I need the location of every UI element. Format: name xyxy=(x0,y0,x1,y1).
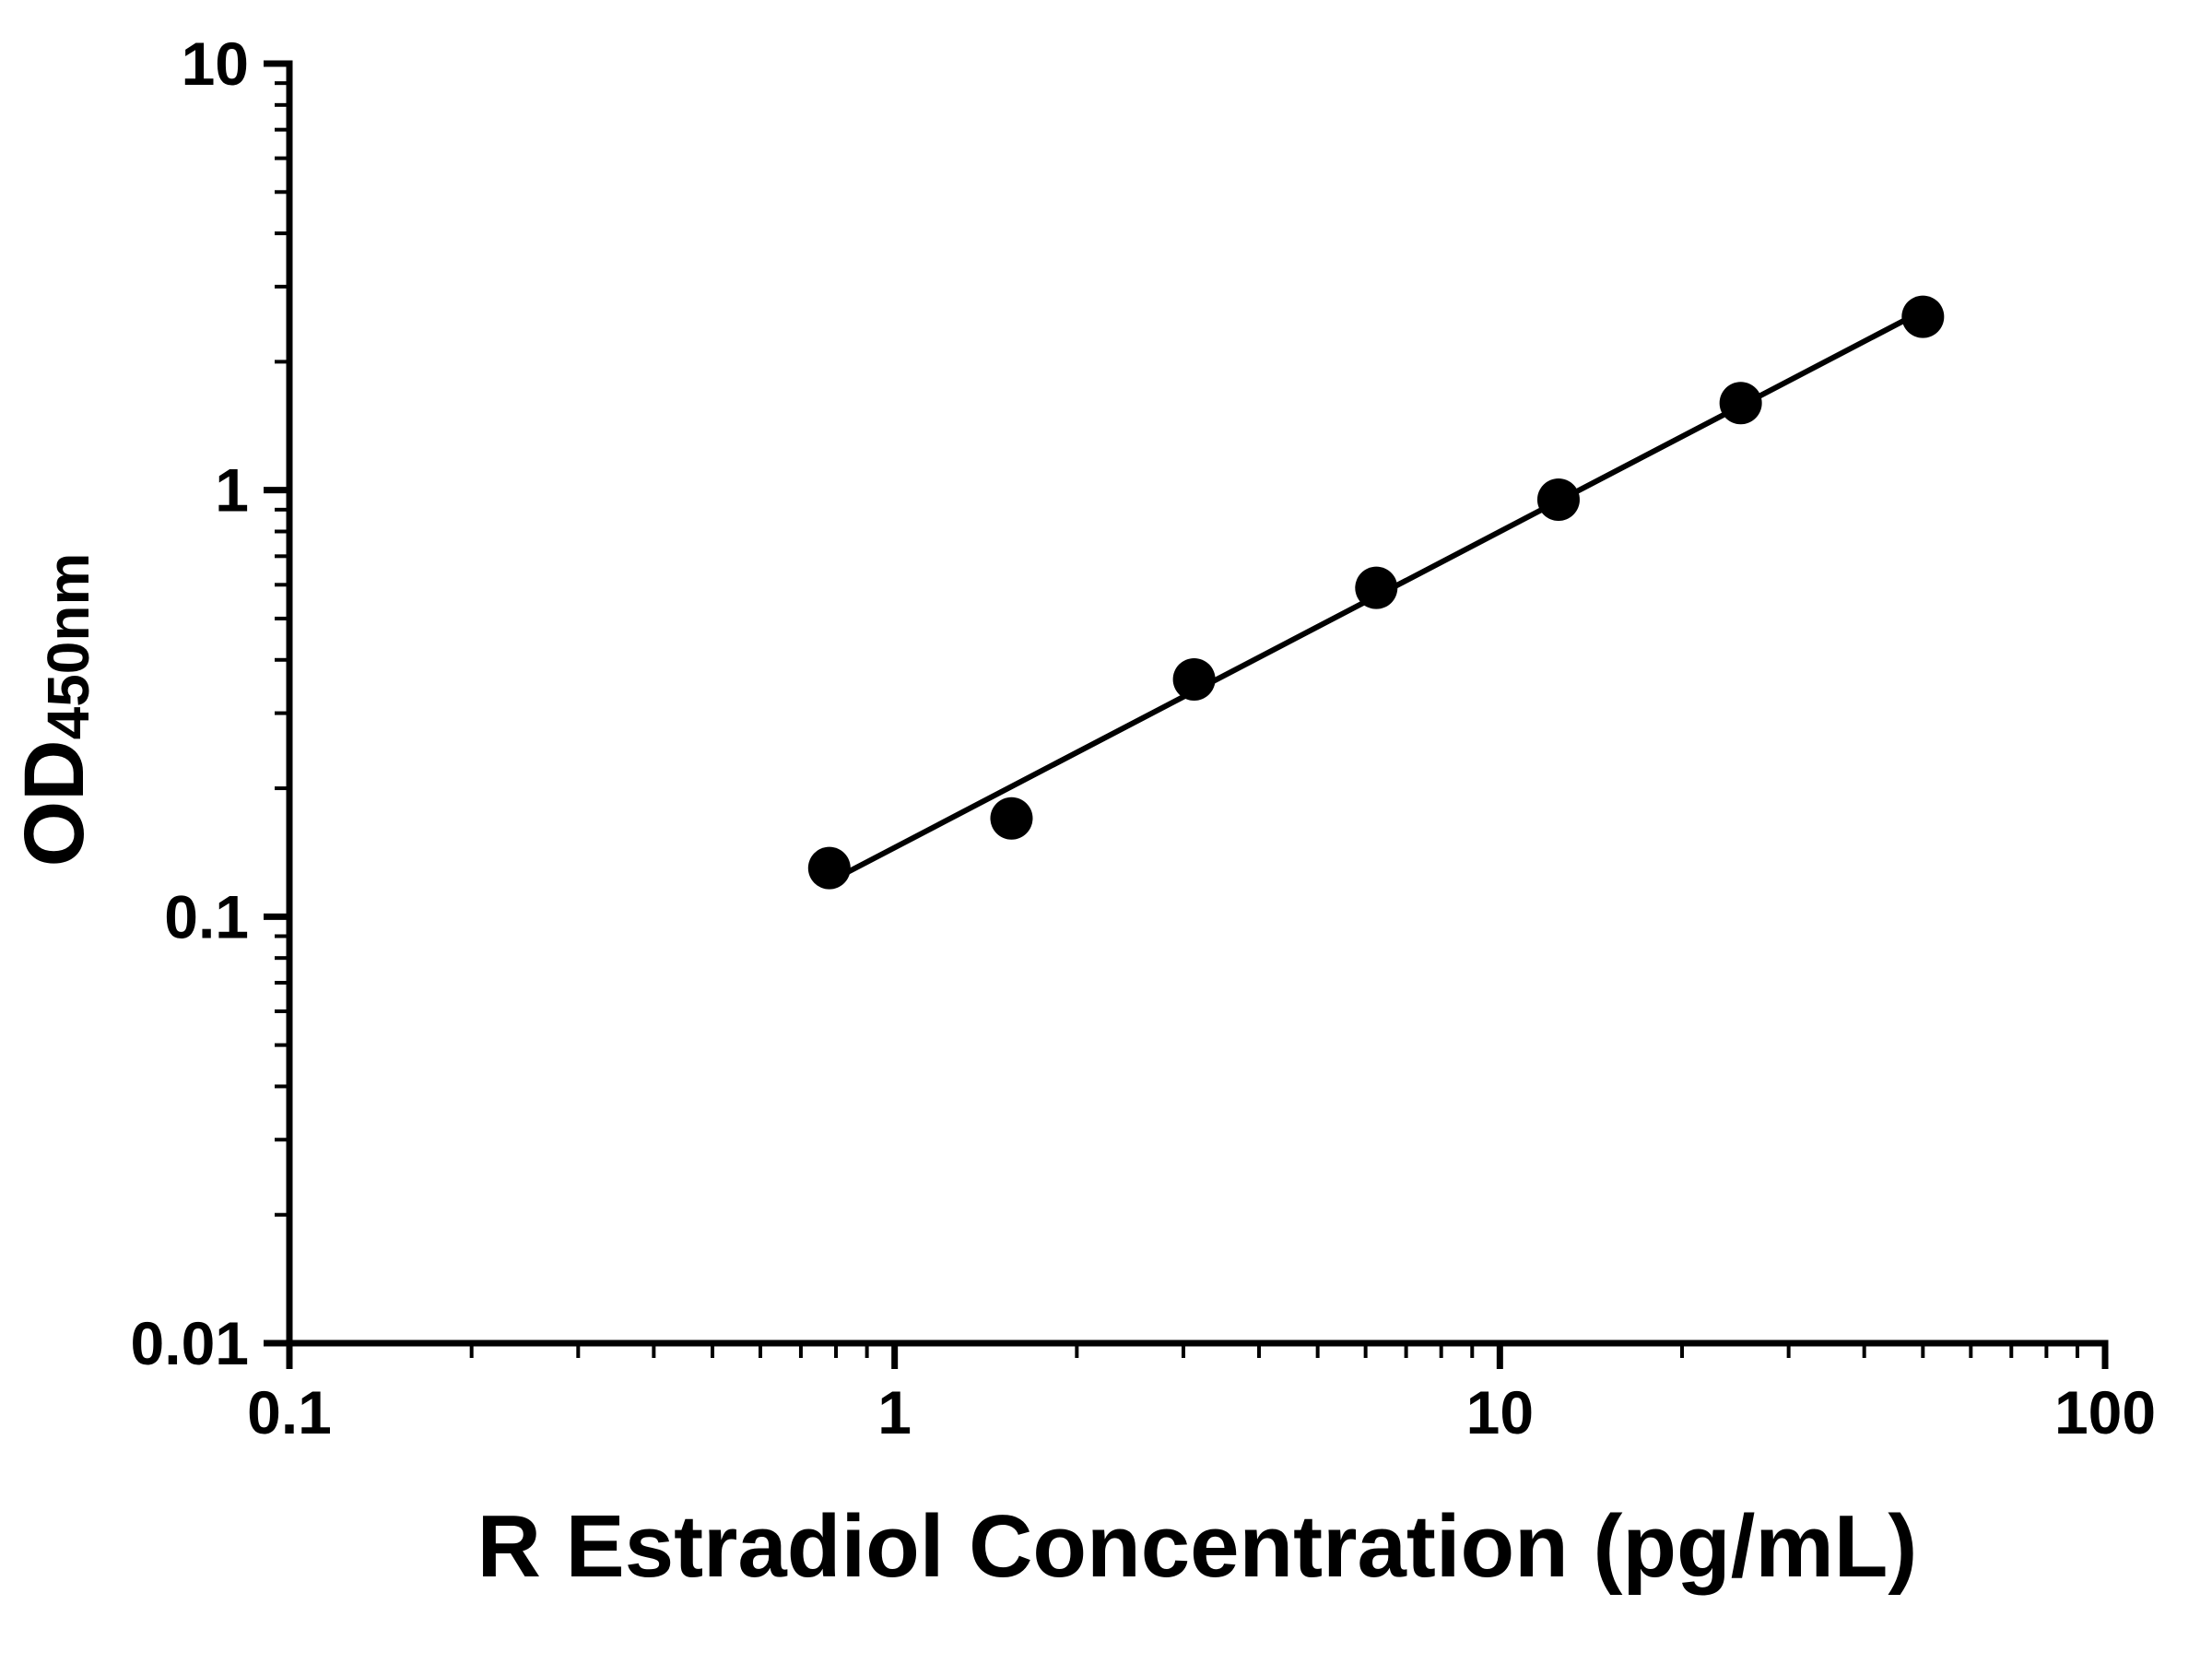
data-point xyxy=(1719,382,1762,425)
data-point xyxy=(1172,657,1216,701)
y-axis-title-sub: 450nm xyxy=(35,553,101,740)
x-tick-label: 100 xyxy=(2054,1378,2156,1446)
data-point xyxy=(1355,566,1398,609)
minor-ticks xyxy=(275,81,2079,1358)
data-point xyxy=(990,797,1033,840)
x-tick-label: 1 xyxy=(877,1378,912,1446)
data-point xyxy=(1901,295,1945,338)
data-points xyxy=(807,295,1945,890)
y-tick-label: 0.1 xyxy=(164,882,249,950)
y-tick-label: 0.01 xyxy=(131,1309,249,1377)
y-tick-label: 10 xyxy=(182,30,249,98)
y-axis-title-main: OD xyxy=(7,739,101,867)
data-point xyxy=(1536,478,1580,521)
axes xyxy=(286,60,2109,1347)
x-tick-label: 0.1 xyxy=(247,1378,332,1446)
y-axis-title: OD450nm xyxy=(7,553,101,867)
data-point xyxy=(807,846,851,890)
y-tick-label: 1 xyxy=(215,456,249,525)
x-tick-label: 10 xyxy=(1466,1378,1534,1446)
x-axis-title: R Estradiol Concentration (pg/mL) xyxy=(477,1497,1918,1596)
